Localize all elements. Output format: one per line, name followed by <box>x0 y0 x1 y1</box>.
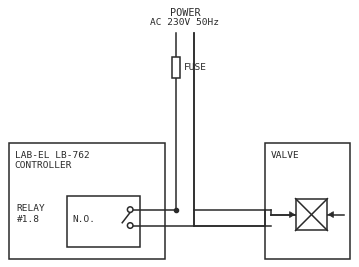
Circle shape <box>127 223 133 228</box>
Circle shape <box>127 207 133 212</box>
Text: LAB-EL LB-762: LAB-EL LB-762 <box>15 151 89 160</box>
Bar <box>9 143 165 259</box>
Text: FUSE: FUSE <box>183 63 206 72</box>
Text: CONTROLLER: CONTROLLER <box>15 161 72 170</box>
Text: POWER: POWER <box>170 8 200 18</box>
Bar <box>172 57 181 78</box>
Bar <box>67 196 140 248</box>
Polygon shape <box>290 211 294 218</box>
Bar <box>265 143 350 259</box>
Text: #1.8: #1.8 <box>17 215 39 223</box>
Polygon shape <box>328 211 334 218</box>
Text: AC 230V 50Hz: AC 230V 50Hz <box>150 18 219 27</box>
Text: N.O.: N.O. <box>73 215 95 224</box>
Text: VALVE: VALVE <box>271 151 299 160</box>
Bar <box>295 199 327 230</box>
Text: RELAY: RELAY <box>17 204 45 213</box>
